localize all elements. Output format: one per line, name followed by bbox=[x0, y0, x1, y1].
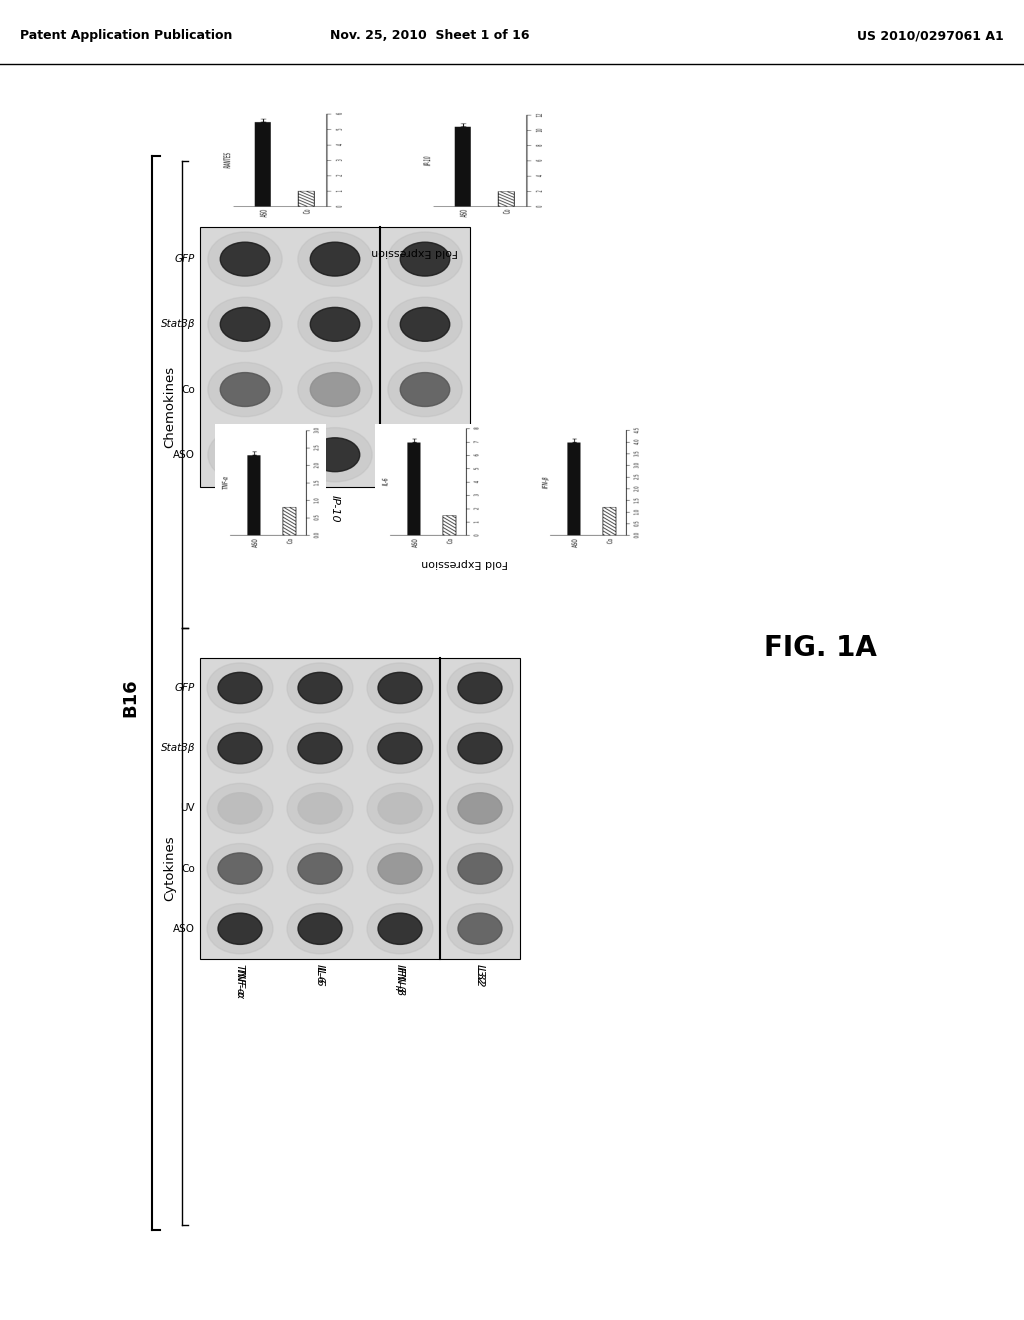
Ellipse shape bbox=[298, 232, 372, 286]
Text: ASO: ASO bbox=[173, 450, 195, 459]
Ellipse shape bbox=[298, 733, 342, 764]
Ellipse shape bbox=[218, 672, 262, 704]
Text: IFN-β: IFN-β bbox=[395, 964, 406, 993]
Bar bbox=[200, 657, 520, 958]
Ellipse shape bbox=[220, 372, 269, 407]
Ellipse shape bbox=[207, 723, 273, 774]
Ellipse shape bbox=[220, 438, 269, 471]
Ellipse shape bbox=[207, 843, 273, 894]
Ellipse shape bbox=[388, 428, 462, 482]
Ellipse shape bbox=[378, 913, 422, 944]
Ellipse shape bbox=[218, 793, 262, 824]
Ellipse shape bbox=[287, 663, 353, 713]
Text: GFP: GFP bbox=[175, 682, 195, 693]
Ellipse shape bbox=[287, 904, 353, 954]
Text: Stat3β: Stat3β bbox=[161, 743, 195, 754]
Ellipse shape bbox=[298, 853, 342, 884]
Ellipse shape bbox=[378, 672, 422, 704]
Ellipse shape bbox=[447, 663, 513, 713]
Text: UV: UV bbox=[180, 804, 195, 813]
Text: RANTES: RANTES bbox=[240, 495, 250, 540]
Ellipse shape bbox=[287, 723, 353, 774]
Text: Fold Expression: Fold Expression bbox=[422, 557, 509, 568]
Ellipse shape bbox=[298, 297, 372, 351]
Text: US 2010/0297061 A1: US 2010/0297061 A1 bbox=[857, 29, 1004, 42]
Text: IFN-β: IFN-β bbox=[395, 966, 406, 997]
Ellipse shape bbox=[367, 843, 433, 894]
Ellipse shape bbox=[367, 783, 433, 833]
Ellipse shape bbox=[220, 308, 269, 342]
Text: B16: B16 bbox=[121, 678, 139, 717]
Ellipse shape bbox=[367, 723, 433, 774]
Ellipse shape bbox=[367, 663, 433, 713]
Text: Co: Co bbox=[181, 384, 195, 395]
Text: L32: L32 bbox=[475, 966, 485, 987]
Text: GFP: GFP bbox=[175, 255, 195, 264]
Ellipse shape bbox=[310, 372, 359, 407]
Ellipse shape bbox=[298, 363, 372, 417]
Text: Fold Expression: Fold Expression bbox=[372, 247, 459, 256]
Ellipse shape bbox=[388, 232, 462, 286]
Ellipse shape bbox=[447, 723, 513, 774]
Ellipse shape bbox=[287, 843, 353, 894]
Text: Co: Co bbox=[181, 863, 195, 874]
Ellipse shape bbox=[458, 853, 502, 884]
Ellipse shape bbox=[310, 308, 359, 342]
Ellipse shape bbox=[298, 428, 372, 482]
Ellipse shape bbox=[458, 733, 502, 764]
Ellipse shape bbox=[208, 428, 283, 482]
Text: Patent Application Publication: Patent Application Publication bbox=[20, 29, 232, 42]
Ellipse shape bbox=[298, 913, 342, 944]
Ellipse shape bbox=[310, 438, 359, 471]
Ellipse shape bbox=[378, 733, 422, 764]
Ellipse shape bbox=[388, 297, 462, 351]
Ellipse shape bbox=[218, 853, 262, 884]
Ellipse shape bbox=[400, 438, 450, 471]
Ellipse shape bbox=[458, 913, 502, 944]
Ellipse shape bbox=[447, 904, 513, 954]
Text: TNF-α: TNF-α bbox=[234, 966, 245, 999]
Ellipse shape bbox=[220, 242, 269, 276]
Ellipse shape bbox=[208, 232, 283, 286]
Ellipse shape bbox=[400, 372, 450, 407]
Ellipse shape bbox=[298, 793, 342, 824]
Text: IP-10: IP-10 bbox=[330, 495, 340, 523]
Text: IL-6: IL-6 bbox=[315, 964, 325, 983]
Ellipse shape bbox=[208, 363, 283, 417]
Ellipse shape bbox=[378, 853, 422, 884]
Text: IL-6: IL-6 bbox=[315, 966, 325, 986]
Ellipse shape bbox=[287, 783, 353, 833]
Text: L32: L32 bbox=[475, 964, 485, 985]
Text: Stat3β: Stat3β bbox=[161, 319, 195, 329]
Bar bbox=[200, 227, 470, 487]
Ellipse shape bbox=[298, 672, 342, 704]
Text: Chemokines: Chemokines bbox=[164, 366, 176, 449]
Ellipse shape bbox=[447, 843, 513, 894]
Text: FIG. 1A: FIG. 1A bbox=[764, 634, 877, 661]
Ellipse shape bbox=[458, 793, 502, 824]
Ellipse shape bbox=[207, 783, 273, 833]
Text: ASO: ASO bbox=[173, 924, 195, 933]
Text: Nov. 25, 2010  Sheet 1 of 16: Nov. 25, 2010 Sheet 1 of 16 bbox=[331, 29, 529, 42]
Text: L32: L32 bbox=[420, 495, 430, 516]
Ellipse shape bbox=[207, 904, 273, 954]
Text: TNF-α: TNF-α bbox=[234, 964, 245, 997]
Ellipse shape bbox=[458, 672, 502, 704]
Ellipse shape bbox=[208, 297, 283, 351]
Ellipse shape bbox=[218, 913, 262, 944]
Ellipse shape bbox=[378, 793, 422, 824]
Ellipse shape bbox=[400, 242, 450, 276]
Ellipse shape bbox=[447, 783, 513, 833]
Text: Cytokines: Cytokines bbox=[164, 836, 176, 902]
Ellipse shape bbox=[218, 733, 262, 764]
Ellipse shape bbox=[400, 308, 450, 342]
Ellipse shape bbox=[207, 663, 273, 713]
Ellipse shape bbox=[310, 242, 359, 276]
Ellipse shape bbox=[388, 363, 462, 417]
Ellipse shape bbox=[367, 904, 433, 954]
